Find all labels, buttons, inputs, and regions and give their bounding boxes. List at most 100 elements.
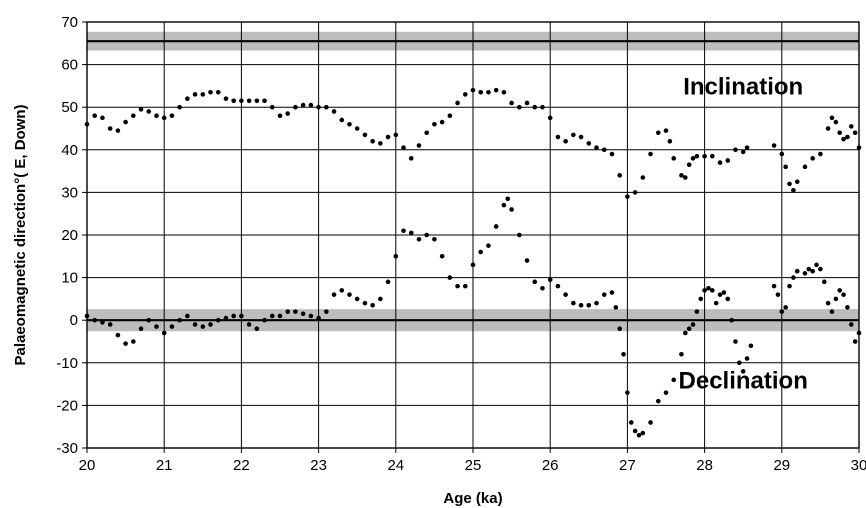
declination-point bbox=[447, 275, 453, 280]
inclination-point bbox=[609, 151, 615, 157]
inclination-point bbox=[308, 102, 314, 108]
inclination-point bbox=[169, 113, 175, 119]
declination-point bbox=[200, 324, 206, 329]
inclination-point bbox=[416, 143, 422, 148]
inclination-point bbox=[563, 138, 568, 144]
y-tick-label: 70 bbox=[61, 14, 78, 31]
declination-point bbox=[416, 236, 422, 242]
inclination-point bbox=[856, 145, 862, 150]
declination-point bbox=[694, 309, 700, 314]
declination-point bbox=[578, 302, 584, 308]
inclination-point bbox=[470, 87, 476, 93]
declination-point bbox=[636, 432, 642, 438]
declination-point bbox=[829, 309, 835, 314]
declination-point bbox=[702, 288, 707, 293]
inclination-point bbox=[277, 113, 283, 119]
inclination-point bbox=[300, 102, 306, 108]
tick-labels: 20 21 22 23 24 25 26 27 28 29 30 -30 -20 -10 0 10 20 30 40… bbox=[56, 14, 866, 474]
declination-point bbox=[791, 275, 796, 280]
declination-point bbox=[837, 288, 842, 293]
inclination-point bbox=[617, 173, 622, 178]
inclination-point bbox=[339, 117, 345, 123]
declination-point bbox=[115, 332, 121, 338]
declination-point bbox=[362, 300, 368, 306]
declination-point bbox=[794, 268, 800, 274]
inclination-point bbox=[115, 128, 121, 133]
inclination-point bbox=[154, 113, 159, 119]
inclination-point bbox=[131, 113, 136, 119]
declination-point bbox=[663, 390, 669, 395]
inclination-point bbox=[100, 115, 105, 121]
inclination-point bbox=[686, 162, 692, 168]
declination-point bbox=[439, 253, 445, 259]
declination-point bbox=[671, 377, 677, 383]
inclination-point bbox=[702, 153, 707, 159]
declination-point bbox=[744, 356, 750, 361]
inclination-point bbox=[852, 130, 858, 136]
inclination-point bbox=[532, 104, 538, 110]
inclination-point bbox=[92, 113, 98, 119]
inclination-point bbox=[324, 104, 329, 110]
declination-point bbox=[640, 430, 646, 436]
y-tick-label: 10 bbox=[61, 270, 78, 287]
declination-point bbox=[856, 330, 862, 336]
inclination-point bbox=[486, 89, 491, 95]
inclination-point bbox=[192, 92, 198, 97]
inclination-point bbox=[833, 119, 839, 125]
y-tick-label: 20 bbox=[61, 227, 78, 244]
inclination-point bbox=[362, 132, 368, 138]
grid-lines bbox=[82, 21, 860, 453]
inclination-point bbox=[200, 92, 206, 97]
inclination-point bbox=[331, 109, 337, 114]
declination-point bbox=[748, 343, 754, 349]
x-tick-label: 26 bbox=[542, 457, 559, 474]
inclination-point bbox=[370, 138, 375, 144]
declination-point bbox=[269, 313, 275, 319]
declination-point bbox=[478, 249, 484, 255]
declination-point bbox=[131, 339, 136, 344]
inclination-point bbox=[138, 107, 144, 112]
declination-point bbox=[92, 317, 98, 323]
declination-point bbox=[185, 313, 190, 319]
inclination-point bbox=[848, 124, 854, 129]
declination-point bbox=[540, 285, 545, 291]
declination-point bbox=[215, 317, 221, 323]
inclination-point bbox=[385, 134, 391, 140]
declination-point bbox=[84, 313, 90, 319]
declination-point bbox=[628, 420, 634, 425]
declination-point bbox=[378, 296, 383, 302]
inclination-point bbox=[293, 104, 298, 110]
declination-point bbox=[648, 420, 653, 425]
inclination-point bbox=[185, 96, 190, 101]
inclination-point bbox=[246, 98, 252, 104]
y-tick-label: -30 bbox=[56, 440, 78, 457]
declination-point bbox=[432, 236, 437, 242]
inclination-point bbox=[509, 100, 514, 106]
declination-point bbox=[293, 309, 298, 314]
inclination-point bbox=[478, 89, 484, 95]
y-tick-label: 50 bbox=[61, 99, 78, 116]
declination-point bbox=[814, 262, 819, 268]
declination-point bbox=[123, 341, 128, 346]
declination-point bbox=[169, 324, 175, 329]
inclination-point bbox=[462, 92, 468, 97]
inclination-point bbox=[231, 98, 236, 104]
inclination-point bbox=[424, 130, 429, 136]
inclination-point bbox=[663, 128, 669, 133]
inclination-point bbox=[540, 104, 545, 110]
inclination-point bbox=[733, 147, 738, 153]
declination-point bbox=[223, 315, 229, 321]
declination-point bbox=[594, 300, 599, 306]
inclination-point bbox=[717, 160, 723, 165]
inclination-point bbox=[802, 164, 808, 170]
inclination-point bbox=[408, 156, 414, 161]
inclination-point bbox=[432, 121, 437, 127]
inclination-point bbox=[455, 100, 460, 106]
declination-point bbox=[771, 283, 777, 289]
inclination-point bbox=[655, 130, 661, 136]
declination-point bbox=[632, 428, 638, 434]
declination-point bbox=[401, 228, 406, 234]
inclination-point bbox=[84, 121, 90, 127]
declination-point bbox=[424, 232, 429, 238]
